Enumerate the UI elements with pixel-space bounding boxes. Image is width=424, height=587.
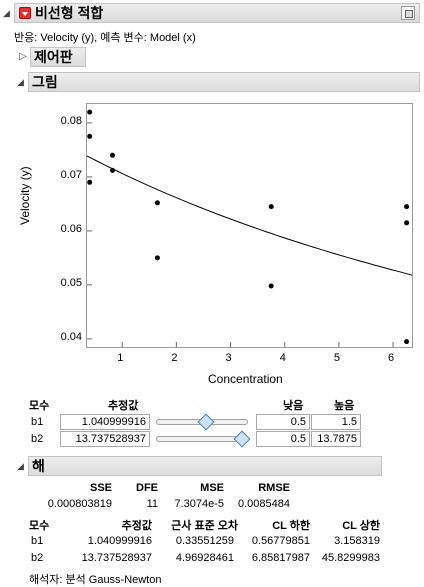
low-field-b2[interactable]: 0.5 — [256, 431, 310, 447]
data-point-1[interactable] — [87, 133, 93, 139]
control-panel-bar[interactable]: 제어판 — [30, 47, 86, 67]
data-point-7[interactable] — [268, 204, 274, 210]
rmse-value: 0.0085484 — [238, 498, 290, 510]
rmse-header: RMSE — [258, 482, 290, 494]
param-header: 모수 — [29, 400, 50, 412]
disclosure-open-icon[interactable]: ◢ — [3, 8, 10, 18]
estimate-header: 추정값 — [108, 400, 139, 412]
sol-se-b2: 4.96928461 — [175, 552, 234, 564]
slider-thumb-b2[interactable] — [233, 430, 251, 448]
low-header: 낮음 — [283, 400, 304, 412]
y-axis-label: Velocity (y) — [18, 166, 32, 225]
fitted-curve — [87, 155, 412, 276]
sol-estimate-header: 추정값 — [121, 520, 152, 532]
plot-frame — [86, 103, 413, 348]
solver-label: 해석자: 분석 Gauss-Newton — [29, 574, 162, 586]
sse-header: SSE — [89, 482, 112, 494]
solution-section-bar[interactable]: 해 — [28, 456, 382, 476]
y-tick-label-0: 0.04 — [60, 330, 82, 343]
sol-cl-high-b2: 45.8299983 — [321, 552, 380, 564]
report-title-bar: 비선형 적합 — [14, 3, 420, 23]
data-point-3[interactable] — [110, 152, 115, 158]
plot-section-title: 그림 — [32, 74, 58, 90]
data-point-9[interactable] — [404, 204, 410, 210]
high-field-b1[interactable]: 1.5 — [311, 414, 361, 430]
high-header: 높음 — [334, 400, 355, 412]
disclosure-closed-icon[interactable]: ▷ — [19, 51, 27, 62]
sol-cl-low-b1: 0.56779851 — [251, 535, 310, 547]
sol-cl-high-header: CL 상한 — [342, 520, 380, 532]
sol-cl-low-b2: 6.85817987 — [251, 552, 310, 564]
low-field-b1[interactable]: 0.5 — [256, 414, 310, 430]
x-tick-label-4: 5 — [333, 352, 340, 364]
param-name-b2: b2 — [31, 433, 44, 445]
slider-thumb-b1[interactable] — [197, 413, 215, 431]
mse-value: 7.3074e-5 — [174, 498, 224, 510]
y-tick-label-1: 0.05 — [60, 276, 82, 289]
y-tick-label-3: 0.07 — [60, 168, 82, 181]
x-tick-label-5: 6 — [388, 352, 395, 364]
sse-value: 0.000803819 — [47, 498, 112, 510]
sol-param-b2: b2 — [31, 552, 44, 564]
window-restore-icon[interactable] — [401, 6, 415, 20]
x-axis-label: Concentration — [208, 372, 283, 386]
high-field-b2[interactable]: 13.7875 — [311, 431, 361, 447]
sol-se-b1: 0.33551259 — [175, 535, 234, 547]
disclosure-open-icon[interactable]: ◢ — [17, 77, 24, 87]
x-tick-label-1: 2 — [171, 352, 178, 364]
sol-param-header: 모수 — [29, 520, 50, 532]
data-point-11[interactable] — [404, 339, 410, 345]
estimate-field-b1[interactable]: 1.040999916 — [60, 414, 150, 430]
mse-header: MSE — [200, 482, 224, 494]
response-line: 반응: Velocity (y), 예측 변수: Model (x) — [14, 32, 196, 44]
dfe-value: 11 — [146, 498, 158, 510]
plot-section-bar[interactable]: 그림 — [28, 72, 420, 92]
control-panel-title: 제어판 — [34, 49, 73, 65]
data-point-4[interactable] — [110, 167, 115, 173]
y-tick-label-2: 0.06 — [60, 222, 82, 235]
sol-cl-high-b1: 3.158319 — [334, 535, 380, 547]
solution-section-title: 해 — [32, 458, 45, 474]
x-tick-label-3: 4 — [279, 352, 286, 364]
x-tick-label-0: 1 — [117, 352, 124, 364]
data-point-0[interactable] — [87, 109, 93, 115]
disclosure-open-icon[interactable]: ◢ — [17, 461, 24, 471]
sol-cl-low-header: CL 하한 — [272, 520, 310, 532]
estimate-field-b2[interactable]: 13.737528937 — [60, 431, 150, 447]
sol-estimate-b2: 13.737528937 — [81, 552, 152, 564]
dfe-header: DFE — [136, 482, 158, 494]
param-name-b1: b1 — [31, 416, 44, 428]
sol-se-header: 근사 표준 오차 — [171, 520, 238, 532]
report-title: 비선형 적합 — [35, 5, 104, 21]
y-tick-label-4: 0.08 — [60, 114, 82, 127]
data-point-10[interactable] — [404, 220, 410, 226]
x-tick-label-2: 3 — [225, 352, 232, 364]
scatter-plot[interactable] — [87, 104, 412, 347]
data-point-5[interactable] — [154, 200, 160, 206]
data-point-2[interactable] — [87, 179, 93, 185]
sol-estimate-b1: 1.040999916 — [87, 535, 152, 547]
data-point-6[interactable] — [154, 255, 160, 261]
data-point-8[interactable] — [268, 283, 274, 289]
sol-param-b1: b1 — [31, 535, 44, 547]
red-triangle-menu-icon[interactable] — [19, 7, 31, 19]
